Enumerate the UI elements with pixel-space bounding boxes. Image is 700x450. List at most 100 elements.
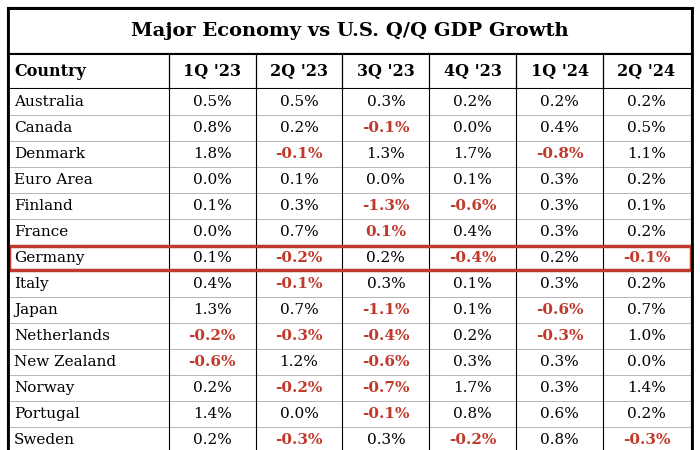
Text: -0.6%: -0.6%: [536, 303, 583, 317]
Text: Sweden: Sweden: [14, 433, 75, 447]
Text: Euro Area: Euro Area: [14, 173, 92, 187]
Text: Norway: Norway: [14, 381, 74, 395]
Bar: [9, 246, 691, 270]
Text: 0.2%: 0.2%: [454, 329, 492, 343]
Text: 0.3%: 0.3%: [540, 173, 579, 187]
Bar: [8, 297, 692, 323]
Text: Portugal: Portugal: [14, 407, 80, 421]
Bar: [8, 167, 692, 193]
Text: 0.2%: 0.2%: [627, 277, 666, 291]
Text: 1.3%: 1.3%: [193, 303, 232, 317]
Text: 0.3%: 0.3%: [280, 199, 318, 213]
Text: 0.1%: 0.1%: [454, 303, 492, 317]
Text: 0.0%: 0.0%: [367, 173, 405, 187]
Text: 0.8%: 0.8%: [454, 407, 492, 421]
Text: 0.2%: 0.2%: [454, 95, 492, 109]
Text: -1.3%: -1.3%: [362, 199, 410, 213]
Text: -0.1%: -0.1%: [623, 251, 671, 265]
Text: 0.2%: 0.2%: [627, 95, 666, 109]
Text: 0.2%: 0.2%: [627, 173, 666, 187]
Bar: [8, 375, 692, 401]
Text: 0.3%: 0.3%: [540, 355, 579, 369]
Text: Major Economy vs U.S. Q/Q GDP Growth: Major Economy vs U.S. Q/Q GDP Growth: [131, 22, 569, 40]
Bar: [8, 54, 692, 89]
Text: 0.3%: 0.3%: [367, 277, 405, 291]
Text: Canada: Canada: [14, 121, 72, 135]
Text: -0.1%: -0.1%: [362, 407, 410, 421]
Text: 0.5%: 0.5%: [627, 121, 666, 135]
Text: 4Q '23: 4Q '23: [444, 63, 502, 80]
Text: 0.1%: 0.1%: [279, 173, 318, 187]
Text: 0.2%: 0.2%: [540, 95, 579, 109]
Text: 1.7%: 1.7%: [454, 147, 492, 161]
Text: 0.4%: 0.4%: [454, 225, 492, 239]
Text: 0.3%: 0.3%: [540, 199, 579, 213]
Bar: [8, 89, 692, 115]
Text: 0.3%: 0.3%: [367, 95, 405, 109]
Text: -0.4%: -0.4%: [449, 251, 496, 265]
Text: 1.8%: 1.8%: [193, 147, 232, 161]
Text: -0.3%: -0.3%: [536, 329, 583, 343]
Text: 0.3%: 0.3%: [367, 433, 405, 447]
Text: 0.7%: 0.7%: [280, 303, 318, 317]
Text: 0.1%: 0.1%: [193, 251, 232, 265]
Text: 0.0%: 0.0%: [627, 355, 666, 369]
Text: -0.2%: -0.2%: [449, 433, 496, 447]
Text: Germany: Germany: [14, 251, 85, 265]
Text: 1.4%: 1.4%: [627, 381, 666, 395]
Text: -0.3%: -0.3%: [275, 329, 323, 343]
Bar: [8, 271, 692, 297]
Text: 0.1%: 0.1%: [365, 225, 407, 239]
Text: 0.0%: 0.0%: [279, 407, 318, 421]
Text: 0.1%: 0.1%: [627, 199, 666, 213]
Text: -0.6%: -0.6%: [362, 355, 410, 369]
Text: 0.7%: 0.7%: [627, 303, 666, 317]
Text: 0.4%: 0.4%: [540, 121, 579, 135]
Text: Netherlands: Netherlands: [14, 329, 110, 343]
Text: -0.8%: -0.8%: [536, 147, 583, 161]
Text: 0.2%: 0.2%: [627, 407, 666, 421]
Text: 0.8%: 0.8%: [540, 433, 579, 447]
Text: -0.3%: -0.3%: [275, 433, 323, 447]
Text: 0.0%: 0.0%: [193, 225, 232, 239]
Text: 2Q '24: 2Q '24: [617, 63, 676, 80]
Text: Denmark: Denmark: [14, 147, 85, 161]
Text: -0.6%: -0.6%: [449, 199, 496, 213]
Bar: [8, 193, 692, 219]
Text: -0.1%: -0.1%: [275, 277, 323, 291]
Text: Country: Country: [14, 63, 85, 80]
Text: -0.4%: -0.4%: [362, 329, 410, 343]
Text: 0.3%: 0.3%: [454, 355, 492, 369]
Text: 2Q '23: 2Q '23: [270, 63, 328, 80]
Text: -0.3%: -0.3%: [623, 433, 671, 447]
Text: Australia: Australia: [14, 95, 84, 109]
Text: New Zealand: New Zealand: [14, 355, 116, 369]
Text: 0.2%: 0.2%: [193, 381, 232, 395]
Text: 0.7%: 0.7%: [280, 225, 318, 239]
Text: 0.1%: 0.1%: [454, 277, 492, 291]
Bar: [8, 349, 692, 375]
Bar: [8, 115, 692, 141]
Text: 0.3%: 0.3%: [540, 277, 579, 291]
Text: 0.4%: 0.4%: [193, 277, 232, 291]
Text: 0.2%: 0.2%: [367, 251, 405, 265]
Text: -1.1%: -1.1%: [362, 303, 410, 317]
Text: 1.1%: 1.1%: [627, 147, 666, 161]
Text: France: France: [14, 225, 69, 239]
Text: Finland: Finland: [14, 199, 73, 213]
Text: -0.6%: -0.6%: [188, 355, 236, 369]
Text: 0.1%: 0.1%: [454, 173, 492, 187]
Text: -0.2%: -0.2%: [275, 251, 323, 265]
Text: -0.1%: -0.1%: [275, 147, 323, 161]
Text: 1.2%: 1.2%: [279, 355, 318, 369]
Bar: [8, 8, 692, 54]
Bar: [8, 141, 692, 167]
Text: 0.2%: 0.2%: [627, 225, 666, 239]
Text: 0.2%: 0.2%: [540, 251, 579, 265]
Text: 1.0%: 1.0%: [627, 329, 666, 343]
Text: 1.3%: 1.3%: [367, 147, 405, 161]
Text: 0.2%: 0.2%: [193, 433, 232, 447]
Bar: [8, 401, 692, 427]
Text: 0.5%: 0.5%: [193, 95, 232, 109]
Bar: [8, 245, 692, 271]
